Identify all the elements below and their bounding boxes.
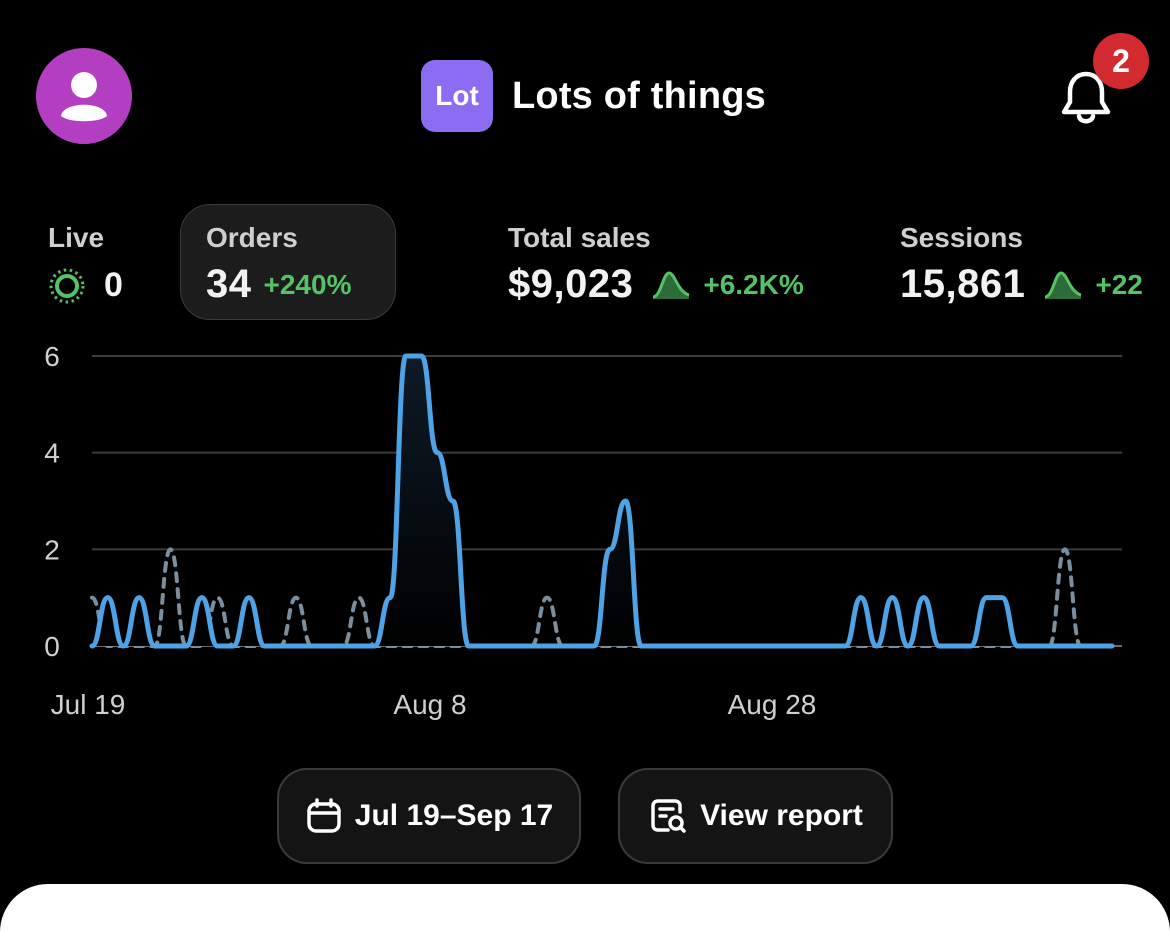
avatar[interactable] <box>36 48 132 144</box>
date-range-button[interactable]: Jul 19–Sep 17 <box>277 768 581 864</box>
live-indicator-icon <box>49 268 85 303</box>
trend-up-icon <box>1044 270 1082 299</box>
date-range-label: Jul 19–Sep 17 <box>354 799 554 832</box>
current-period-line <box>89 353 1115 649</box>
metric-orders[interactable]: Orders 34 +240% <box>206 222 351 307</box>
x-tick-label: Aug 28 <box>728 689 817 720</box>
metric-sessions[interactable]: Sessions 15,861 +22 <box>900 222 1170 307</box>
report-search-icon <box>651 799 686 833</box>
store-logo: Lot <box>421 60 493 132</box>
metric-label: Sessions <box>900 222 1023 253</box>
metric-live[interactable]: Live 0 <box>48 222 123 305</box>
metric-label: Total sales <box>508 222 651 253</box>
metric-total-sales[interactable]: Total sales $9,023 +6.2K% <box>508 222 804 307</box>
x-tick-label: Jul 19 <box>51 689 126 720</box>
metric-change: +240% <box>263 268 352 300</box>
metric-value: 34 <box>206 262 252 306</box>
y-tick-label: 4 <box>44 438 60 469</box>
view-report-label: View report <box>700 799 863 832</box>
metric-change: +22 <box>1095 268 1143 300</box>
trend-up-icon <box>652 270 690 299</box>
orders-chart: 0 2 4 6 Jul 19 Aug 8 Aug 28 <box>44 341 1122 720</box>
bottom-sheet <box>0 884 1170 944</box>
view-report-button[interactable]: View report <box>618 768 893 864</box>
store-name: Lots of things <box>512 74 766 117</box>
notification-badge: 2 <box>1093 33 1149 89</box>
y-tick-label: 6 <box>44 341 60 372</box>
metric-change: +6.2K% <box>703 268 804 300</box>
calendar-icon <box>307 798 341 833</box>
metric-label: Orders <box>206 222 298 253</box>
y-tick-label: 2 <box>44 534 60 565</box>
metric-value: $9,023 <box>508 262 634 306</box>
metric-label: Live <box>48 222 105 253</box>
x-tick-label: Aug 8 <box>393 689 466 720</box>
metric-value: 15,861 <box>900 262 1026 306</box>
bell-icon[interactable] <box>1054 66 1118 130</box>
orders-selected-tab[interactable] <box>180 204 396 320</box>
user-icon <box>61 72 107 122</box>
store-selector[interactable]: Lot Lots of things <box>421 60 766 132</box>
y-tick-label: 0 <box>44 631 60 662</box>
metric-value: 0 <box>104 266 124 304</box>
